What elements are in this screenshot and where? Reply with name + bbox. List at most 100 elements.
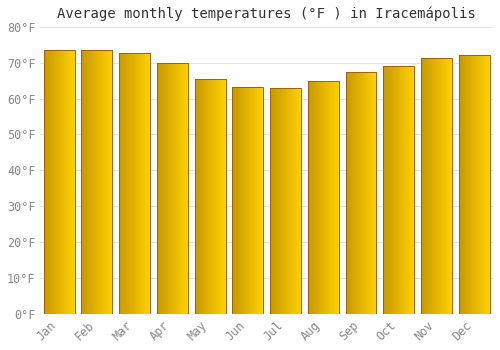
Bar [430,58,431,314]
Bar [232,88,233,314]
Bar [284,88,285,314]
Bar [257,88,258,314]
Bar [443,58,444,314]
Bar [338,80,339,314]
Bar [215,79,216,314]
Bar [145,53,146,314]
Bar [294,88,295,314]
Bar [104,50,105,314]
Bar [398,66,400,314]
Bar [432,58,433,314]
Bar [282,88,283,314]
Bar [236,88,237,314]
Bar [487,55,488,314]
Bar [170,63,171,314]
Bar [434,58,435,314]
Bar [346,72,347,314]
Bar [402,66,403,314]
Bar [399,66,400,314]
Bar [355,72,356,314]
Bar [426,58,428,314]
Bar [51,50,52,314]
Bar [464,55,465,314]
Bar [317,80,318,314]
Bar [70,50,71,314]
Bar [162,63,163,314]
Bar [445,58,446,314]
Bar [93,50,94,314]
Bar [362,72,363,314]
Bar [262,88,263,314]
Bar [424,58,425,314]
Bar [413,66,414,314]
Bar [202,79,203,314]
Bar [132,53,133,314]
Bar [216,79,217,314]
Bar [61,50,62,314]
Bar [67,50,68,314]
Bar [330,80,331,314]
Bar [384,66,414,314]
Bar [271,88,272,314]
Bar [219,79,220,314]
Bar [122,53,123,314]
Bar [366,72,368,314]
Bar [473,55,474,314]
Bar [62,50,63,314]
Bar [421,58,452,314]
Bar [258,88,259,314]
Bar [64,50,65,314]
Bar [49,50,50,314]
Bar [142,53,143,314]
Bar [334,80,335,314]
Bar [280,88,281,314]
Bar [83,50,84,314]
Bar [128,53,129,314]
Bar [309,80,310,314]
Bar [237,88,238,314]
Bar [448,58,449,314]
Bar [394,66,395,314]
Bar [185,63,186,314]
Bar [166,63,168,314]
Bar [195,79,196,314]
Bar [486,55,487,314]
Bar [252,88,253,314]
Bar [458,55,460,314]
Bar [293,88,294,314]
Bar [96,50,97,314]
Bar [168,63,169,314]
Bar [374,72,375,314]
Bar [72,50,73,314]
Bar [263,88,264,314]
Bar [171,63,172,314]
Bar [290,88,291,314]
Bar [328,80,329,314]
Bar [180,63,181,314]
Bar [387,66,388,314]
Bar [254,88,255,314]
Bar [109,50,110,314]
Bar [312,80,313,314]
Bar [238,88,239,314]
Bar [90,50,92,314]
Bar [212,79,214,314]
Bar [158,63,159,314]
Bar [388,66,389,314]
Bar [242,88,244,314]
Bar [198,79,199,314]
Bar [157,63,188,314]
Bar [182,63,184,314]
Bar [55,50,56,314]
Bar [220,79,221,314]
Bar [278,88,279,314]
Bar [174,63,175,314]
Bar [194,79,195,314]
Bar [373,72,374,314]
Bar [184,63,186,314]
Bar [360,72,361,314]
Bar [63,50,64,314]
Bar [66,50,67,314]
Bar [368,72,369,314]
Bar [73,50,74,314]
